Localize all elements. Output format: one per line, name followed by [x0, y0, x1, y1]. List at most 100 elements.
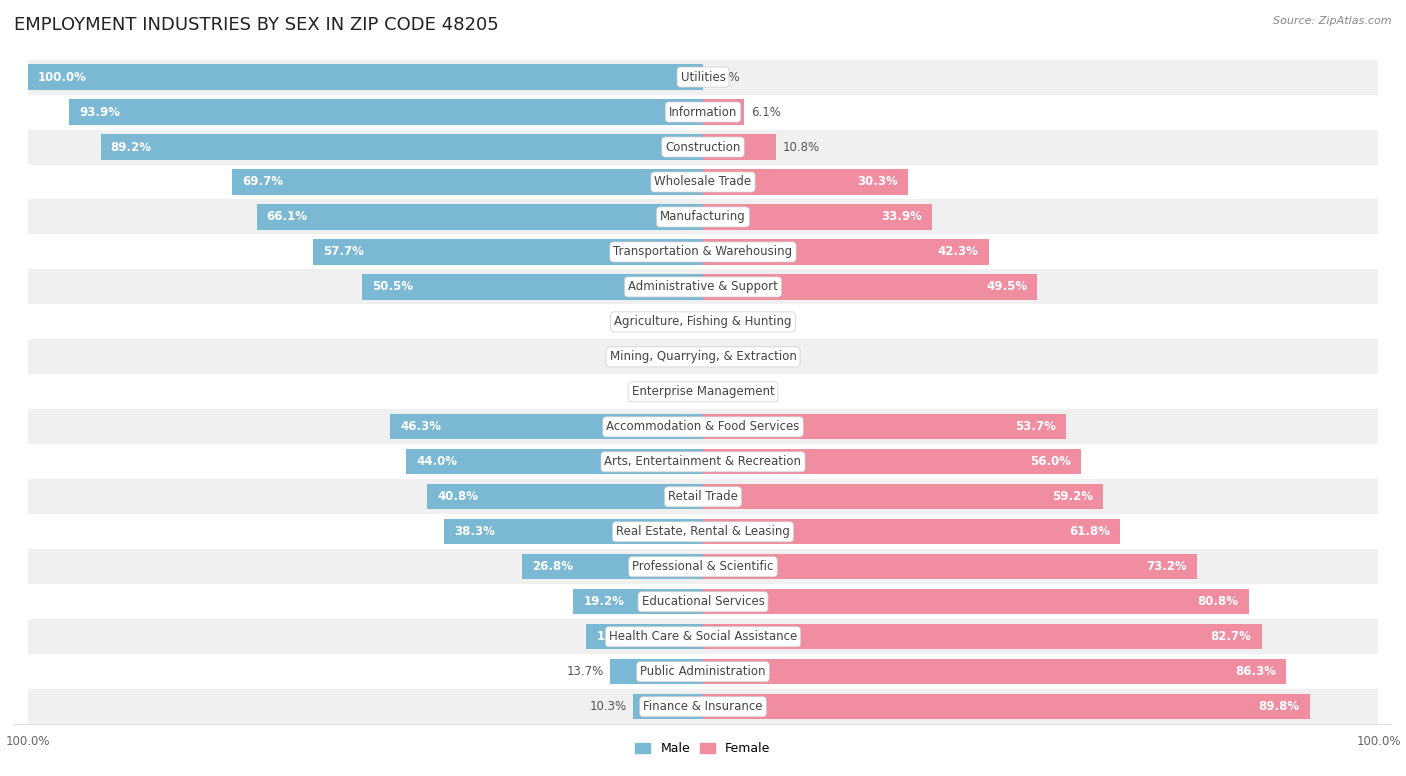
Text: 0.0%: 0.0%	[666, 351, 696, 363]
Text: 49.5%: 49.5%	[986, 280, 1028, 293]
Bar	[28, 269, 1378, 304]
Text: Manufacturing: Manufacturing	[661, 210, 745, 223]
Bar	[28, 95, 1378, 130]
Text: EMPLOYMENT INDUSTRIES BY SEX IN ZIP CODE 48205: EMPLOYMENT INDUSTRIES BY SEX IN ZIP CODE…	[14, 16, 499, 33]
Text: 89.2%: 89.2%	[111, 140, 152, 154]
Bar	[28, 64, 703, 90]
Text: 50.5%: 50.5%	[373, 280, 413, 293]
Text: 80.8%: 80.8%	[1198, 595, 1239, 608]
Text: 53.7%: 53.7%	[1015, 421, 1056, 433]
Bar	[69, 99, 703, 125]
Text: 0.0%: 0.0%	[710, 386, 740, 398]
Bar	[703, 414, 1066, 439]
Bar	[703, 554, 1198, 580]
Text: 10.3%: 10.3%	[589, 700, 627, 713]
Bar	[28, 165, 1378, 199]
Bar	[406, 449, 703, 474]
Bar	[574, 589, 703, 615]
Text: Enterprise Management: Enterprise Management	[631, 386, 775, 398]
Bar	[703, 99, 744, 125]
Bar	[28, 480, 1378, 514]
Text: 0.0%: 0.0%	[710, 71, 740, 84]
Text: Construction: Construction	[665, 140, 741, 154]
Text: 10.8%: 10.8%	[783, 140, 820, 154]
Text: Retail Trade: Retail Trade	[668, 490, 738, 504]
Bar	[232, 169, 703, 195]
Text: Utilities: Utilities	[681, 71, 725, 84]
Text: Source: ZipAtlas.com: Source: ZipAtlas.com	[1274, 16, 1392, 26]
Bar	[703, 134, 776, 160]
Bar	[522, 554, 703, 580]
Text: 86.3%: 86.3%	[1234, 665, 1275, 678]
Text: Wholesale Trade: Wholesale Trade	[654, 175, 752, 189]
Text: Mining, Quarrying, & Extraction: Mining, Quarrying, & Extraction	[610, 351, 796, 363]
Text: 17.3%: 17.3%	[596, 630, 637, 643]
Bar	[28, 199, 1378, 234]
Bar	[703, 589, 1249, 615]
Text: 93.9%: 93.9%	[79, 106, 120, 119]
Bar	[703, 239, 988, 265]
Bar	[100, 134, 703, 160]
Text: 66.1%: 66.1%	[267, 210, 308, 223]
Text: Transportation & Warehousing: Transportation & Warehousing	[613, 245, 793, 258]
Bar	[28, 584, 1378, 619]
Bar	[28, 654, 1378, 689]
Text: 89.8%: 89.8%	[1258, 700, 1299, 713]
Bar	[444, 519, 703, 545]
Bar	[703, 169, 908, 195]
Bar	[703, 484, 1102, 509]
Bar	[703, 519, 1121, 545]
Text: 56.0%: 56.0%	[1031, 456, 1071, 469]
Text: 61.8%: 61.8%	[1070, 525, 1111, 539]
Text: Educational Services: Educational Services	[641, 595, 765, 608]
Text: 6.1%: 6.1%	[751, 106, 780, 119]
Text: 26.8%: 26.8%	[531, 560, 574, 573]
Bar	[634, 694, 703, 719]
Text: 73.2%: 73.2%	[1146, 560, 1187, 573]
Text: 0.0%: 0.0%	[710, 351, 740, 363]
Text: Accommodation & Food Services: Accommodation & Food Services	[606, 421, 800, 433]
Text: 0.0%: 0.0%	[666, 386, 696, 398]
Text: 0.0%: 0.0%	[666, 315, 696, 328]
Text: 100.0%: 100.0%	[38, 71, 87, 84]
Text: Agriculture, Fishing & Hunting: Agriculture, Fishing & Hunting	[614, 315, 792, 328]
Bar	[361, 275, 703, 300]
Text: Real Estate, Rental & Leasing: Real Estate, Rental & Leasing	[616, 525, 790, 539]
Text: 59.2%: 59.2%	[1052, 490, 1092, 504]
Bar	[28, 445, 1378, 480]
Bar	[427, 484, 703, 509]
Text: Arts, Entertainment & Recreation: Arts, Entertainment & Recreation	[605, 456, 801, 469]
Text: 38.3%: 38.3%	[454, 525, 495, 539]
Bar	[28, 549, 1378, 584]
Bar	[703, 694, 1309, 719]
Bar	[28, 514, 1378, 549]
Text: 33.9%: 33.9%	[882, 210, 922, 223]
Text: 44.0%: 44.0%	[416, 456, 457, 469]
Text: 42.3%: 42.3%	[938, 245, 979, 258]
Bar	[28, 689, 1378, 724]
Text: 40.8%: 40.8%	[437, 490, 478, 504]
Text: 82.7%: 82.7%	[1211, 630, 1251, 643]
Bar	[586, 624, 703, 650]
Bar	[703, 449, 1081, 474]
Bar	[703, 624, 1261, 650]
Bar	[610, 659, 703, 684]
Text: Professional & Scientific: Professional & Scientific	[633, 560, 773, 573]
Bar	[28, 234, 1378, 269]
Text: 13.7%: 13.7%	[567, 665, 603, 678]
Text: Health Care & Social Assistance: Health Care & Social Assistance	[609, 630, 797, 643]
Text: 46.3%: 46.3%	[401, 421, 441, 433]
Bar	[391, 414, 703, 439]
Bar	[28, 130, 1378, 165]
Text: 57.7%: 57.7%	[323, 245, 364, 258]
Bar	[703, 204, 932, 230]
Text: 0.0%: 0.0%	[710, 315, 740, 328]
Bar	[28, 304, 1378, 339]
Text: 69.7%: 69.7%	[242, 175, 284, 189]
Bar	[314, 239, 703, 265]
Bar	[28, 410, 1378, 445]
Bar	[28, 374, 1378, 410]
Bar	[256, 204, 703, 230]
Legend: Male, Female: Male, Female	[630, 737, 776, 760]
Text: 30.3%: 30.3%	[856, 175, 897, 189]
